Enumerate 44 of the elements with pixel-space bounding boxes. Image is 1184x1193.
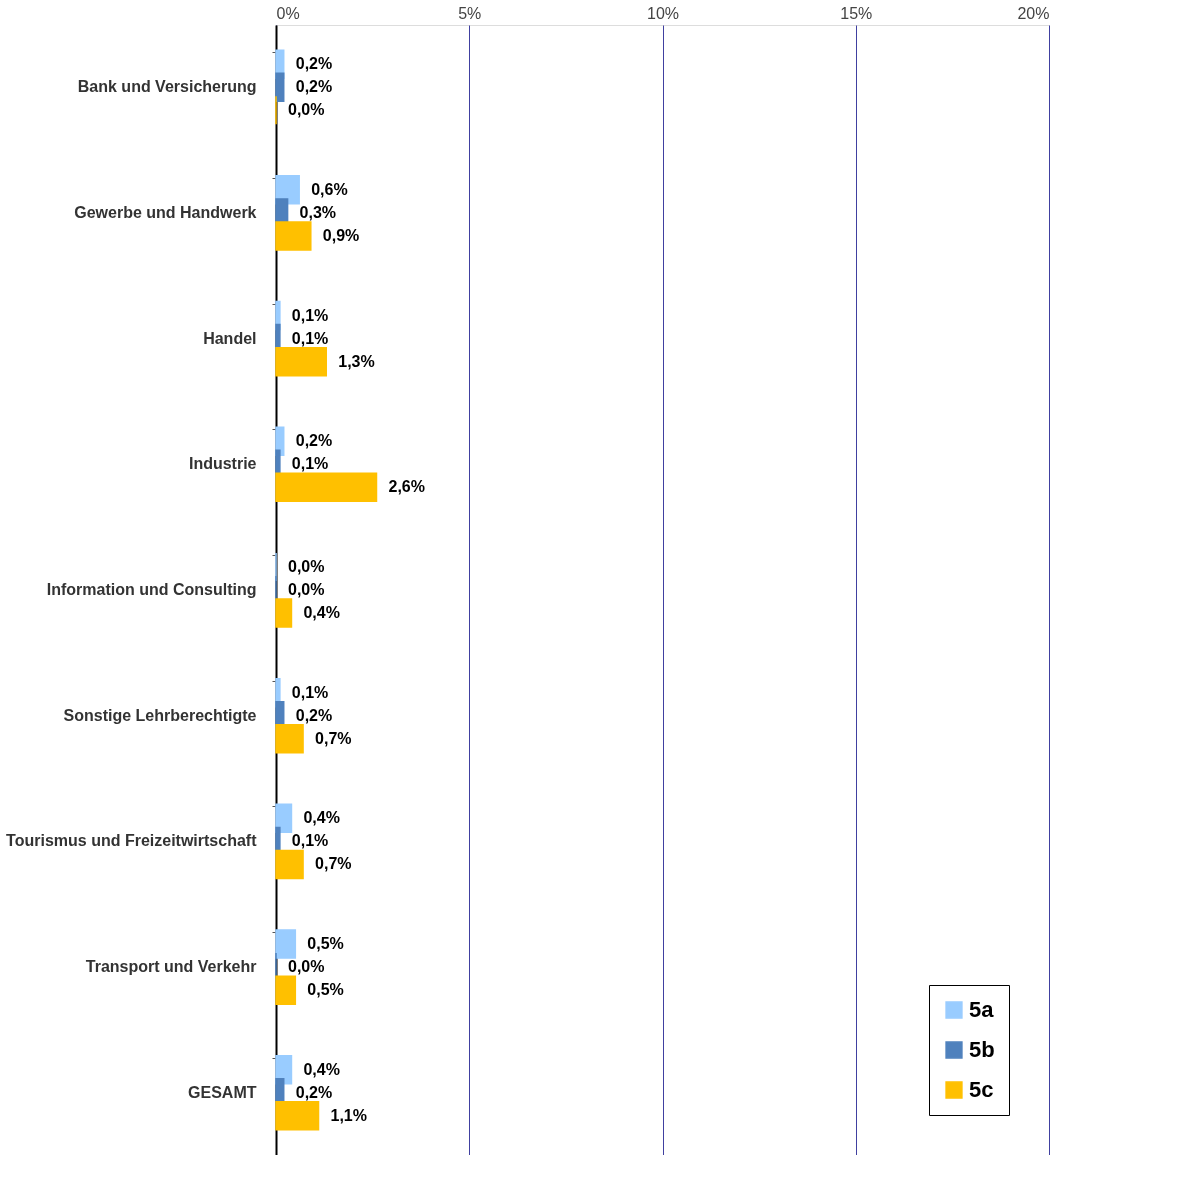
- data-label: 0,2%: [295, 78, 333, 96]
- data-label: 0,3%: [299, 203, 337, 221]
- y-tick-label: Information und Consulting: [46, 581, 257, 598]
- data-label: 1,3%: [338, 352, 375, 370]
- x-tick-label: 15%: [840, 4, 873, 22]
- data-label: 0,7%: [315, 729, 352, 747]
- y-tick-label: GESAMT: [188, 1083, 257, 1101]
- y-tick-label: Transport und Verkehr: [85, 958, 257, 976]
- x-tick-label: 5%: [458, 4, 482, 22]
- data-label: 0,2%: [295, 432, 333, 450]
- x-tick-label: 10%: [646, 4, 680, 22]
- data-label: 0,5%: [307, 935, 344, 953]
- data-label: 0,4%: [303, 604, 340, 622]
- data-label: 0,0%: [288, 101, 325, 119]
- data-label: 0,0%: [288, 958, 325, 976]
- data-label: 2,6%: [388, 478, 425, 496]
- data-label: 0,2%: [295, 55, 333, 73]
- data-label: 0,1%: [291, 306, 329, 324]
- data-label: 0,9%: [322, 226, 360, 244]
- data-label: 0,6%: [311, 180, 348, 198]
- data-label: 0,7%: [315, 855, 352, 873]
- x-tick-label: 20%: [1017, 4, 1050, 22]
- legend-label: 5a: [969, 997, 995, 1022]
- y-tick-label: Bank und Versicherung: [77, 78, 257, 96]
- y-tick-label: Gewerbe und Handwerk: [74, 203, 257, 221]
- y-tick-label: Tourismus und Freizeitwirtschaft: [6, 832, 258, 850]
- data-label: 0,2%: [295, 706, 333, 724]
- data-label: 0,1%: [291, 329, 329, 347]
- x-tick-label: 0%: [276, 4, 300, 22]
- data-label: 1,1%: [330, 1106, 367, 1124]
- y-tick-label: Industrie: [188, 455, 257, 473]
- data-label: 0,1%: [291, 683, 329, 701]
- data-label: 0,0%: [288, 557, 325, 575]
- y-tick-label: Handel: [203, 329, 257, 347]
- legend-label: 5b: [969, 1037, 995, 1062]
- data-label: 0,4%: [303, 809, 340, 827]
- data-label: 0,1%: [291, 832, 329, 850]
- data-label: 0,0%: [288, 581, 325, 598]
- data-label: 0,5%: [307, 981, 344, 999]
- legend-label: 5c: [969, 1077, 994, 1102]
- data-label: 0,4%: [303, 1060, 340, 1078]
- data-label: 0,2%: [295, 1083, 333, 1101]
- y-tick-label: Sonstige Lehrberechtigte: [63, 706, 257, 724]
- data-label: 0,1%: [291, 455, 329, 473]
